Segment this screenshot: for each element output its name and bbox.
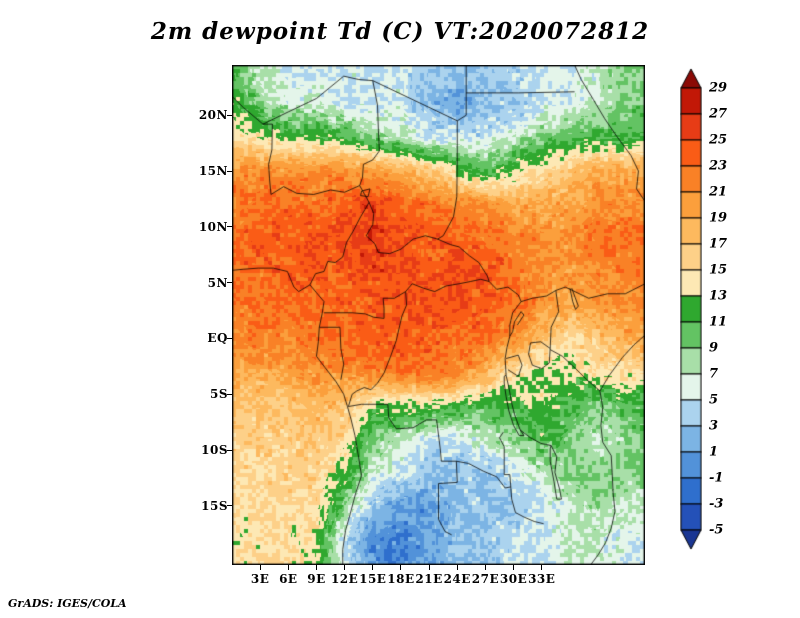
colorbar-label: 21 bbox=[709, 184, 728, 200]
colorbar bbox=[680, 68, 702, 550]
colorbar-label: -3 bbox=[709, 496, 724, 512]
y-tick-label: EQ bbox=[207, 331, 228, 346]
colorbar-label: 19 bbox=[709, 210, 728, 226]
colorbar-label: 17 bbox=[709, 236, 728, 252]
grads-credit: GrADS: IGES/COLA bbox=[8, 597, 127, 610]
y-tick-mark bbox=[227, 449, 232, 451]
y-tick-label: 15N bbox=[198, 164, 228, 179]
x-tick-label: 9E bbox=[307, 572, 326, 586]
colorbar-label: 7 bbox=[709, 366, 719, 382]
y-tick-label: 10S bbox=[201, 443, 228, 458]
colorbar-label: 5 bbox=[709, 392, 719, 408]
x-tick-mark bbox=[484, 565, 486, 570]
x-tick-mark bbox=[428, 565, 430, 570]
x-tick-mark bbox=[344, 565, 346, 570]
y-tick-mark bbox=[227, 114, 232, 116]
colorbar-label: -5 bbox=[709, 522, 724, 538]
y-tick-label: 5S bbox=[209, 387, 228, 402]
x-tick-label: 12E bbox=[330, 572, 359, 586]
x-tick-mark bbox=[400, 565, 402, 570]
y-tick-mark bbox=[227, 170, 232, 172]
x-tick-label: 18E bbox=[387, 572, 415, 586]
x-tick-mark bbox=[541, 565, 543, 570]
x-tick-label: 15E bbox=[359, 572, 387, 586]
dewpoint-map-canvas bbox=[232, 65, 645, 565]
colorbar-label: 27 bbox=[709, 106, 728, 122]
x-tick-mark bbox=[259, 565, 261, 570]
y-tick-label: 10N bbox=[198, 219, 228, 234]
x-tick-mark bbox=[456, 565, 458, 570]
x-tick-label: 21E bbox=[415, 572, 443, 586]
colorbar-label: 29 bbox=[709, 80, 728, 96]
x-tick-label: 27E bbox=[471, 572, 500, 586]
x-tick-label: 24E bbox=[443, 572, 471, 586]
colorbar-label: 25 bbox=[709, 132, 728, 148]
colorbar-label: -1 bbox=[709, 470, 724, 486]
chart-title: 2m dewpoint Td (C) VT:2020072812 bbox=[150, 18, 650, 45]
x-tick-label: 3E bbox=[250, 572, 270, 586]
y-tick-label: 5N bbox=[207, 275, 228, 290]
x-tick-mark bbox=[513, 565, 515, 570]
y-tick-label: 20N bbox=[198, 108, 228, 123]
colorbar-label: 15 bbox=[709, 262, 728, 278]
y-tick-mark bbox=[227, 393, 232, 395]
colorbar-label: 9 bbox=[709, 340, 719, 356]
x-tick-label: 6E bbox=[279, 572, 298, 586]
y-tick-mark bbox=[227, 337, 232, 339]
y-tick-mark bbox=[227, 282, 232, 284]
x-tick-mark bbox=[315, 565, 317, 570]
y-tick-mark bbox=[227, 226, 232, 228]
y-tick-mark bbox=[227, 505, 232, 507]
x-tick-label: 30E bbox=[499, 572, 528, 586]
colorbar-label: 13 bbox=[709, 288, 728, 304]
colorbar-label: 11 bbox=[709, 314, 728, 330]
colorbar-label: 1 bbox=[709, 444, 719, 460]
x-tick-mark bbox=[287, 565, 289, 570]
y-tick-label: 15S bbox=[201, 498, 228, 513]
x-tick-mark bbox=[372, 565, 374, 570]
x-tick-label: 33E bbox=[528, 572, 556, 586]
colorbar-label: 23 bbox=[709, 158, 728, 174]
colorbar-label: 3 bbox=[709, 418, 719, 434]
